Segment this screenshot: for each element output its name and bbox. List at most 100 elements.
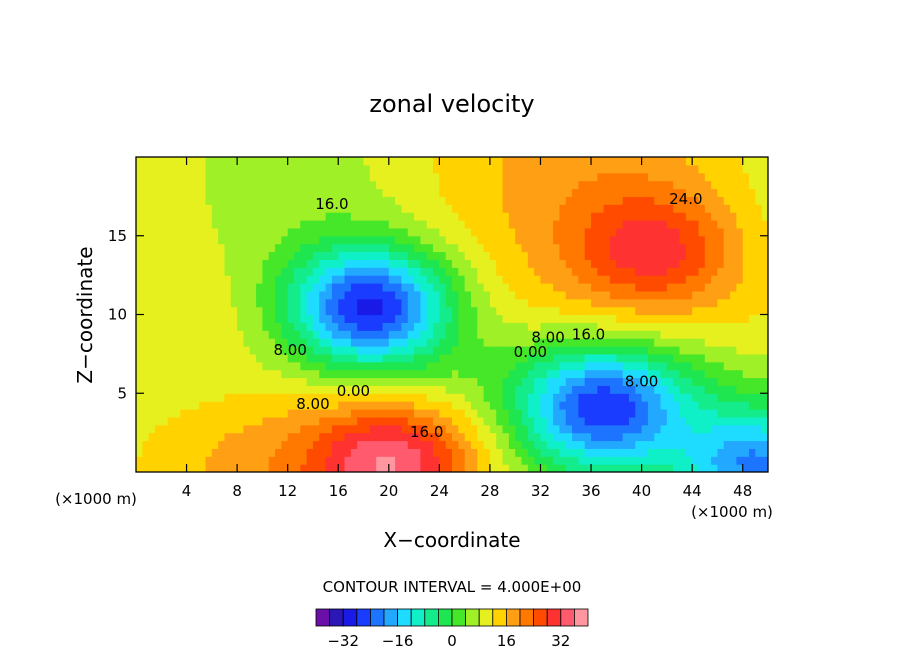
field-cell [559, 330, 567, 339]
field-cell [616, 377, 624, 386]
field-cell [755, 432, 763, 442]
field-cell [698, 369, 706, 379]
field-cell [331, 361, 339, 371]
field-cell [483, 369, 491, 379]
field-cell [192, 251, 200, 260]
field-cell [572, 212, 579, 221]
field-cell [654, 464, 662, 472]
field-cell [534, 338, 542, 347]
field-cell [439, 393, 447, 402]
field-cell [742, 385, 750, 394]
field-cell [325, 369, 333, 379]
field-cell [433, 290, 440, 300]
field-cell [489, 361, 497, 371]
field-cell [749, 188, 756, 197]
field-cell [369, 298, 377, 308]
contour-label: 8.00 [531, 329, 564, 347]
field-cell [230, 393, 238, 402]
field-cell [439, 180, 447, 190]
field-cell [635, 251, 643, 260]
field-cell [572, 196, 579, 205]
field-cell [401, 385, 409, 394]
field-cell [395, 416, 403, 426]
field-cell [312, 306, 320, 316]
field-cell [584, 409, 592, 418]
field-cell [742, 401, 750, 410]
field-cell [344, 377, 352, 386]
field-cell [489, 346, 497, 355]
field-cell [723, 440, 731, 449]
field-cell [426, 172, 434, 182]
field-cell [268, 180, 276, 190]
field-cell [546, 172, 554, 182]
field-cell [211, 314, 219, 323]
field-cell [173, 401, 181, 410]
field-cell [717, 204, 725, 213]
field-cell [660, 290, 668, 300]
field-cell [325, 393, 333, 402]
field-cell [534, 243, 542, 253]
field-cell [249, 448, 257, 457]
field-cell [540, 409, 548, 418]
field-cell [540, 283, 548, 292]
field-cell [698, 322, 706, 331]
field-cell [452, 188, 459, 197]
field-cell [382, 196, 390, 205]
field-cell [218, 424, 226, 434]
field-cell [350, 267, 358, 276]
field-cell [578, 196, 586, 205]
field-cell [230, 275, 238, 284]
field-cell [452, 448, 459, 457]
field-cell [717, 227, 725, 237]
field-cell [173, 243, 181, 253]
field-cell [521, 432, 529, 442]
field-cell [325, 251, 333, 260]
field-cell [628, 393, 636, 402]
field-cell [426, 377, 434, 386]
field-cell [306, 275, 314, 284]
field-cell [281, 409, 289, 418]
field-cell [357, 227, 365, 237]
field-cell [287, 330, 295, 339]
field-cell [401, 314, 409, 323]
x-tick-label: 4 [182, 482, 192, 500]
field-cell [249, 346, 257, 355]
field-cell [148, 440, 156, 449]
field-cell [268, 424, 276, 434]
field-cell [470, 448, 478, 457]
field-cell [275, 259, 282, 268]
field-cell [319, 416, 327, 426]
field-cell [275, 164, 282, 174]
field-cell [281, 212, 289, 221]
field-cell [534, 385, 542, 394]
field-cell [736, 259, 744, 268]
field-cell [199, 409, 207, 418]
field-cell [382, 212, 390, 221]
field-cell [692, 164, 700, 174]
field-cell [540, 338, 548, 347]
field-cell [660, 188, 668, 197]
field-cell [508, 432, 516, 442]
field-cell [496, 401, 504, 410]
field-cell [527, 298, 535, 308]
field-cell [376, 275, 384, 284]
field-cell [205, 416, 213, 426]
field-cell [572, 157, 579, 166]
field-cell [192, 267, 200, 276]
field-cell [673, 346, 681, 355]
field-cell [243, 172, 251, 182]
field-cell [704, 267, 712, 276]
field-cell [205, 314, 213, 323]
field-cell [717, 361, 725, 371]
field-cell [344, 180, 352, 190]
field-cell [496, 172, 504, 182]
field-cell [647, 220, 655, 229]
field-cell [439, 377, 447, 386]
field-cell [199, 369, 207, 379]
field-cell [256, 212, 263, 221]
field-cell [622, 204, 630, 213]
field-cell [388, 298, 396, 308]
field-cell [591, 456, 598, 465]
field-cell [591, 330, 598, 339]
field-cell [312, 377, 320, 386]
